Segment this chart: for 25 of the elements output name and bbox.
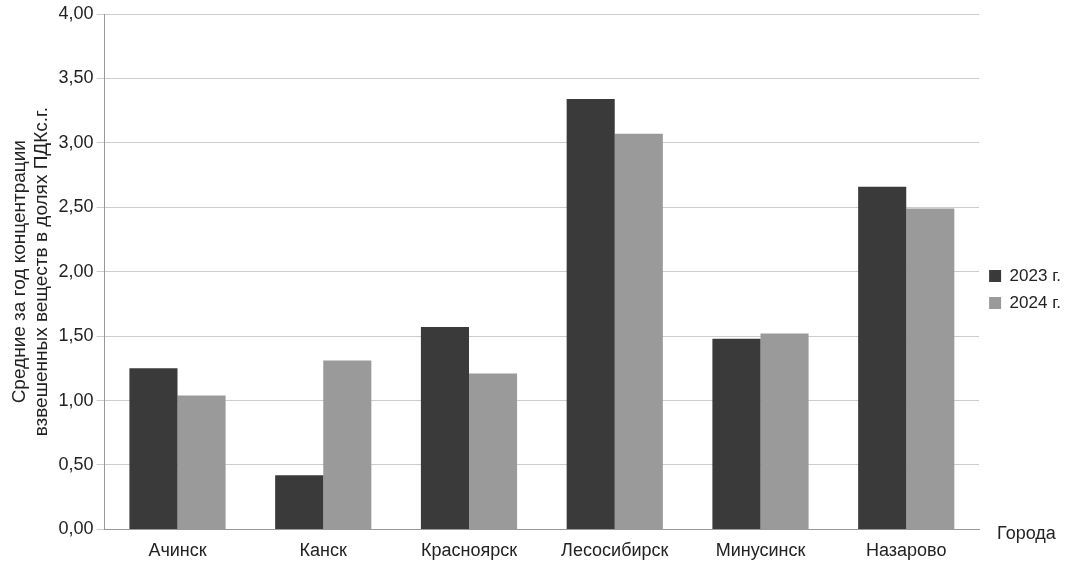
x-tick-label: Канск: [299, 540, 348, 561]
x-tick-label: Минусинск: [715, 540, 806, 561]
x-tick-label: Лесосибирск: [561, 540, 669, 561]
legend-label: 2023 г.: [1009, 265, 1061, 285]
y-tick-label: 2,00: [58, 260, 94, 281]
y-tick-label: 2,50: [58, 196, 94, 217]
y-axis-title: Средние за год концентрации взвешенных веществ в долях ПДКс.г.: [7, 107, 52, 437]
y-tick-label: 3,50: [58, 67, 94, 88]
x-axis-title: Города: [997, 523, 1057, 544]
x-tick-label: Ачинск: [148, 540, 207, 561]
y-tick-label: 4,00: [58, 2, 94, 23]
bar: [566, 99, 615, 529]
bar: [275, 475, 324, 529]
y-tick-label: 3,00: [58, 131, 94, 152]
bar: [129, 368, 178, 529]
y-tick-label: 0,00: [58, 518, 94, 539]
y-tick-label: 0,50: [58, 453, 94, 474]
bar: [712, 338, 761, 529]
y-tick-label: 1,50: [58, 325, 94, 346]
bar: [858, 186, 907, 529]
y-tick-label: 1,00: [58, 389, 94, 410]
x-tick-label: Назарово: [866, 540, 947, 561]
bar: [420, 327, 469, 529]
legend-label: 2024 г.: [1009, 292, 1061, 312]
x-tick-label: Красноярск: [420, 540, 518, 561]
